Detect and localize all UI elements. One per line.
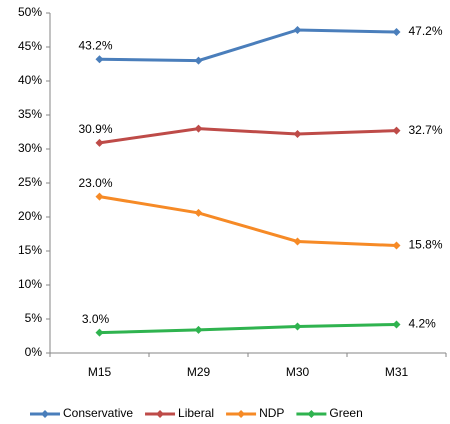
legend-label: Green (329, 406, 362, 420)
data-label: 47.2% (409, 24, 443, 38)
point (194, 56, 203, 65)
legend-label: Conservative (63, 406, 133, 420)
point (95, 192, 104, 201)
x-tick-label: M29 (187, 365, 211, 379)
point (293, 26, 302, 34)
legend-marker (41, 410, 49, 418)
point (95, 328, 104, 337)
y-tick-label: 25% (18, 175, 42, 189)
point (392, 28, 401, 37)
point (392, 320, 401, 329)
point (293, 237, 302, 246)
data-label: 15.8% (409, 238, 443, 252)
point (293, 130, 302, 139)
point (392, 126, 401, 135)
legend-marker (156, 410, 165, 418)
y-tick-label: 45% (18, 39, 42, 53)
y-tick-label: 5% (25, 311, 43, 325)
legend-label: Liberal (178, 406, 214, 420)
series-line (99, 28, 397, 63)
point (95, 55, 104, 64)
legend-label: NDP (259, 406, 284, 420)
y-tick-label: 40% (18, 73, 42, 87)
series-line (99, 127, 397, 145)
series-line (99, 195, 397, 248)
y-tick-label: 15% (18, 243, 42, 257)
data-label: 32.7% (409, 123, 443, 137)
series-line (99, 322, 397, 335)
x-tick-label: M15 (88, 365, 112, 379)
legend-marker (237, 410, 246, 418)
y-tick-label: 10% (18, 277, 42, 291)
data-label: 23.0% (78, 176, 112, 190)
data-label: 4.2% (409, 317, 437, 331)
x-tick-label: M31 (385, 365, 409, 379)
data-label: 3.0% (82, 312, 110, 326)
point (194, 208, 203, 217)
x-tick-label: M30 (286, 365, 310, 379)
y-tick-label: 20% (18, 209, 42, 223)
point (95, 138, 104, 147)
data-label: 43.2% (78, 38, 112, 52)
point (293, 322, 302, 331)
y-tick-label: 30% (18, 141, 42, 155)
data-label: 30.9% (78, 122, 112, 136)
y-tick-label: 35% (18, 107, 42, 121)
y-tick-label: 0% (25, 345, 43, 359)
point (194, 325, 203, 334)
point (194, 124, 203, 133)
legend-marker (307, 410, 316, 418)
y-tick-label: 50% (18, 5, 42, 19)
point (392, 241, 401, 250)
